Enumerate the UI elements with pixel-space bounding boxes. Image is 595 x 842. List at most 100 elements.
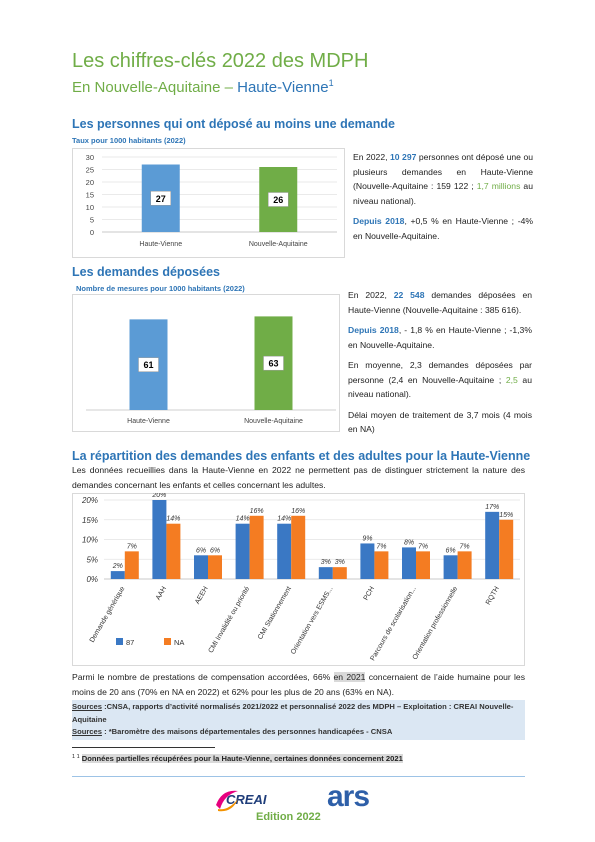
value-label: 9% — [362, 535, 372, 542]
value-label: 7% — [460, 543, 470, 550]
bar — [457, 551, 472, 579]
text-segment: , - 1,8 % en Haute-Vienne ; -1,3% en Nou… — [348, 325, 532, 350]
y-tick-label: 5 — [90, 216, 94, 225]
y-tick-label: 10 — [86, 203, 94, 212]
x-tick-label: Haute-Vienne — [127, 418, 170, 425]
y-tick-label: 0 — [90, 228, 94, 237]
y-tick-label: 5% — [86, 555, 98, 564]
bar — [318, 567, 333, 579]
intro: Les données recueillies dans la Haute-Vi… — [72, 465, 525, 490]
source-text: :CNSA, rapports d’activité normalisés 20… — [72, 702, 514, 724]
value-label: 20% — [151, 493, 166, 499]
chart-frame — [72, 493, 525, 666]
logo-shape — [218, 799, 238, 812]
text-segment: au niveau national). — [348, 374, 532, 400]
source-text: : *Baromètre des maisons départementales… — [101, 727, 393, 736]
chart-frame — [72, 294, 340, 432]
text-segment: , +0,5 % en Haute-Vienne ; -4% en Nouvel… — [353, 216, 533, 241]
value-label: 7% — [127, 543, 137, 550]
y-tick-label: 20% — [81, 496, 98, 505]
text-segment: Depuis 2018 — [348, 325, 399, 335]
x-tick-label: Demande générique — [89, 585, 127, 644]
source-label: Sources — [72, 702, 102, 711]
value-label: 6% — [446, 547, 456, 554]
bar — [208, 555, 222, 579]
value-label: 7% — [376, 543, 386, 550]
bar — [332, 567, 347, 579]
paragraph: Depuis 2018, - 1,8 % en Haute-Vienne ; -… — [348, 323, 532, 352]
legend-swatch — [116, 638, 123, 645]
paragraph: En 2022, 10 297 personnes ont déposé une… — [353, 150, 533, 208]
text-segment: concernaient de l’aide humaine pour les … — [72, 672, 525, 697]
edition: Edition 2022 — [256, 811, 321, 823]
legend-label: NA — [174, 638, 184, 647]
paragraph: Depuis 2018, +0,5 % en Haute-Vienne ; -4… — [353, 214, 533, 243]
value-label: 14% — [236, 516, 250, 523]
source-label: Sources — [72, 727, 102, 736]
text-segment: 22 548 — [393, 290, 425, 300]
value-label: 63 — [268, 359, 278, 369]
subtitle-highlight: Haute-Vienne — [237, 79, 329, 96]
text-segment: demandes déposées en Haute-Vienne (Nouve… — [348, 290, 532, 315]
paragraph: En moyenne, 2,3 demandes déposées par pe… — [348, 358, 532, 402]
text-segment: au niveau national). — [353, 181, 533, 206]
bar — [235, 523, 250, 579]
text-segment: Depuis 2018 — [353, 216, 405, 226]
text-segment: Parmi le nombre de prestations de compen… — [72, 672, 334, 682]
text-block: En 2022, 10 297 personnes ont déposé une… — [353, 150, 533, 249]
bar — [443, 555, 458, 579]
value-label: 16% — [250, 508, 264, 515]
bar — [249, 515, 264, 579]
value-label: 7% — [418, 543, 428, 550]
paragraph: Délai moyen de traitement de 3,7 mois (4… — [348, 408, 532, 437]
value-label: 6% — [210, 547, 220, 554]
logo-creai: CREAI — [226, 792, 267, 807]
source-line: Sources :CNSA, rapports d’activité norma… — [72, 701, 525, 726]
subtitle-text: En Nouvelle-Aquitaine – — [72, 79, 238, 96]
value-label-box — [268, 192, 289, 207]
section-heading: La répartition des demandes des enfants … — [72, 449, 531, 463]
value-label: 6% — [196, 547, 206, 554]
value-label: 61 — [143, 360, 153, 370]
chart-frame — [72, 148, 345, 258]
bar — [360, 543, 375, 579]
value-label: 14% — [166, 516, 180, 523]
text-segment: En 2022, — [353, 152, 390, 162]
bar — [402, 547, 416, 579]
bar — [194, 555, 208, 579]
y-tick-label: 25 — [86, 166, 94, 175]
y-tick-label: 0% — [86, 575, 98, 584]
text-segment: 1,7 millions — [476, 181, 521, 191]
x-tick-label: AEEH — [194, 586, 210, 606]
bar — [152, 500, 167, 579]
text-segment: En 2022, — [348, 290, 394, 300]
x-tick-label: PCH — [363, 586, 376, 602]
value-label: 3% — [335, 559, 345, 566]
bar — [291, 515, 306, 579]
x-tick-label: Haute-Vienne — [139, 241, 182, 248]
paragraph: En 2022, 22 548 demandes déposées en Hau… — [348, 288, 532, 317]
logo-shape — [216, 790, 238, 809]
bar — [124, 551, 139, 579]
text-segment: 2,5 — [505, 374, 518, 385]
text-segment: En moyenne, 2,3 demandes déposées par pe… — [348, 360, 532, 385]
source-line: Sources : *Baromètre des maisons départe… — [72, 726, 525, 739]
value-label-box — [263, 355, 284, 371]
x-tick-label: RQTH — [485, 586, 501, 607]
x-tick-label: Nouvelle-Aquitaine — [244, 418, 303, 425]
legend-swatch — [164, 638, 171, 645]
value-label-box — [138, 357, 159, 372]
value-label: 27 — [156, 194, 166, 204]
chart-subtitle: Taux pour 1000 habitants (2022) — [72, 136, 186, 145]
bar — [416, 551, 430, 579]
footnote-ref: 1 — [328, 78, 334, 88]
footnote-marker: 1 1 — [72, 754, 80, 760]
footnote: 1 1 Données partielles récupérées pour l… — [72, 754, 403, 763]
chart: 0% 5% 10% 15% 20% 2% 7% Demande générique 20% 14%… — [72, 493, 525, 666]
x-tick-label: AAH — [155, 586, 168, 602]
y-tick-label: 30 — [86, 153, 94, 162]
value-label: 14% — [277, 516, 291, 523]
chart-subtitle: Nombre de mesures pour 1000 habitants (2… — [76, 284, 245, 293]
